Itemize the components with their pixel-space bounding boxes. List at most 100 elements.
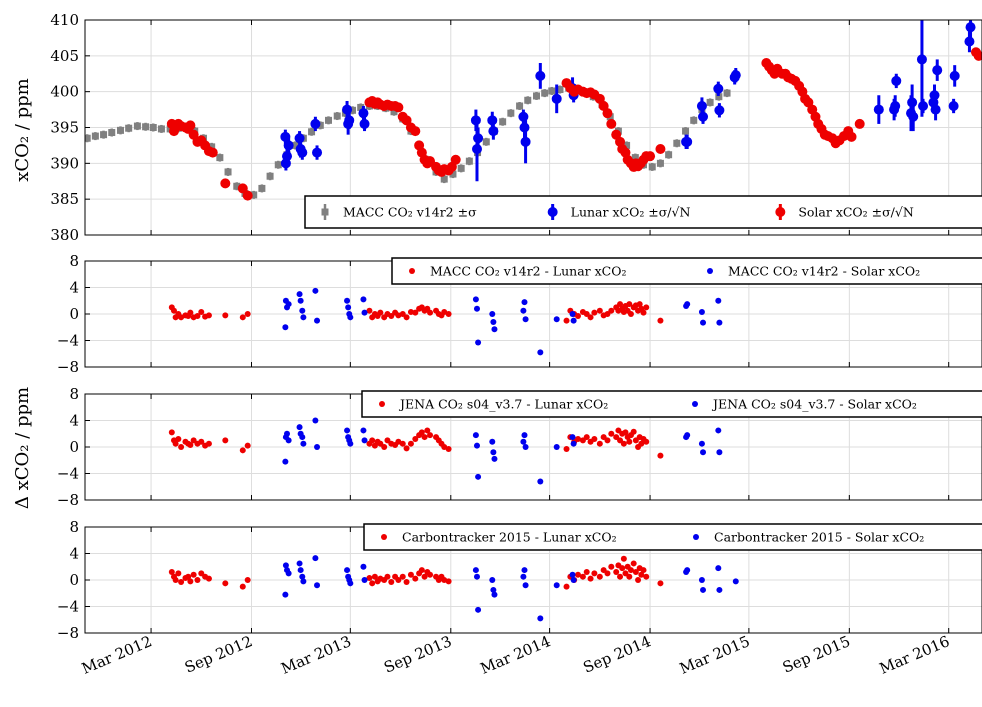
data-point [657,580,664,587]
data-point [730,70,741,81]
data-point [357,103,365,111]
data-point [205,575,212,582]
data-point [698,577,705,583]
data-point [172,440,179,447]
data-point [395,577,402,583]
data-point [85,134,91,142]
data-point [369,437,376,444]
series-3 [166,47,982,201]
series-1 [168,555,664,590]
data-point [465,157,473,165]
data-point [170,307,177,314]
data-point [591,436,598,443]
data-point [360,563,367,570]
data-point [556,86,564,94]
data-point [891,75,902,86]
legend-marker [381,534,387,540]
data-point [427,309,434,316]
data-point [623,141,631,149]
data-point [949,70,960,81]
data-point [700,319,707,326]
data-point [583,434,590,441]
data-point [553,316,560,323]
legend: MACC CO₂ v14r2 ±σ Lunar xCO₂ ±σ/√N Solar x… [304,195,982,229]
data-point [684,432,691,439]
data-point [698,309,705,316]
data-point [620,440,627,447]
data-point [91,132,99,140]
data-point [222,437,229,444]
data-point [421,434,428,441]
data-point [133,122,141,130]
data-point [890,101,901,111]
data-point [491,591,498,598]
data-point [569,571,576,578]
data-point [299,434,306,441]
data-point [220,178,231,189]
data-point [475,606,482,613]
data-point [157,125,165,133]
data-point [626,438,633,445]
y-tick-label: 8 [69,385,79,403]
data-point [224,168,232,176]
data-point [427,571,434,578]
data-point [648,163,656,171]
data-point [324,116,332,124]
data-point [626,301,633,308]
data-point [606,118,617,129]
data-point [918,101,929,111]
data-point [716,449,723,456]
data-point [312,417,319,424]
data-point [175,436,182,443]
data-marks [168,555,739,622]
data-point [631,154,639,162]
data-point [296,291,303,298]
data-point [222,580,229,587]
data-point [472,567,479,574]
data-point [285,437,292,444]
data-point [684,301,691,308]
y-tick-label: 0 [69,571,79,589]
data-point [563,445,570,452]
data-point [596,440,603,447]
data-point [344,297,351,304]
data-point [643,438,650,445]
data-point [285,570,292,577]
data-point [360,427,367,434]
data-point [690,116,698,124]
data-point [715,93,723,101]
data-point [198,438,205,445]
data-point [282,458,289,465]
legend-marker [693,534,699,540]
data-point [314,317,321,324]
data-point [475,339,482,346]
data-point [521,299,528,306]
data-point [300,314,307,321]
data-point [570,440,577,447]
series-1 [85,84,731,199]
data-point [377,309,384,316]
data-point [244,442,251,449]
data-point [300,578,307,585]
data-point [274,161,282,169]
legend-label: MACC CO₂ v14r2 - Solar xCO₂ [728,264,920,279]
data-point [244,311,251,317]
data-point [715,565,722,572]
y-tick-label: −8 [57,491,79,509]
data-point [314,444,321,450]
data-point [347,314,354,321]
legend: Carbontracker 2015 - Lunar xCO₂ Carbontra… [363,523,982,551]
legend-label: JENA CO₂ s04_v3.7 - Lunar xCO₂ [398,397,608,412]
data-point [640,567,647,574]
x-tick-label: Sep 2013 [381,632,454,677]
legend-marker [775,207,786,217]
data-point [299,573,306,580]
data-point [403,445,410,452]
legend-marker [409,268,415,274]
data-point [682,127,690,135]
data-point [142,123,150,131]
y-tick-label: −4 [57,332,79,350]
data-point [673,139,681,147]
data-point [233,182,241,190]
